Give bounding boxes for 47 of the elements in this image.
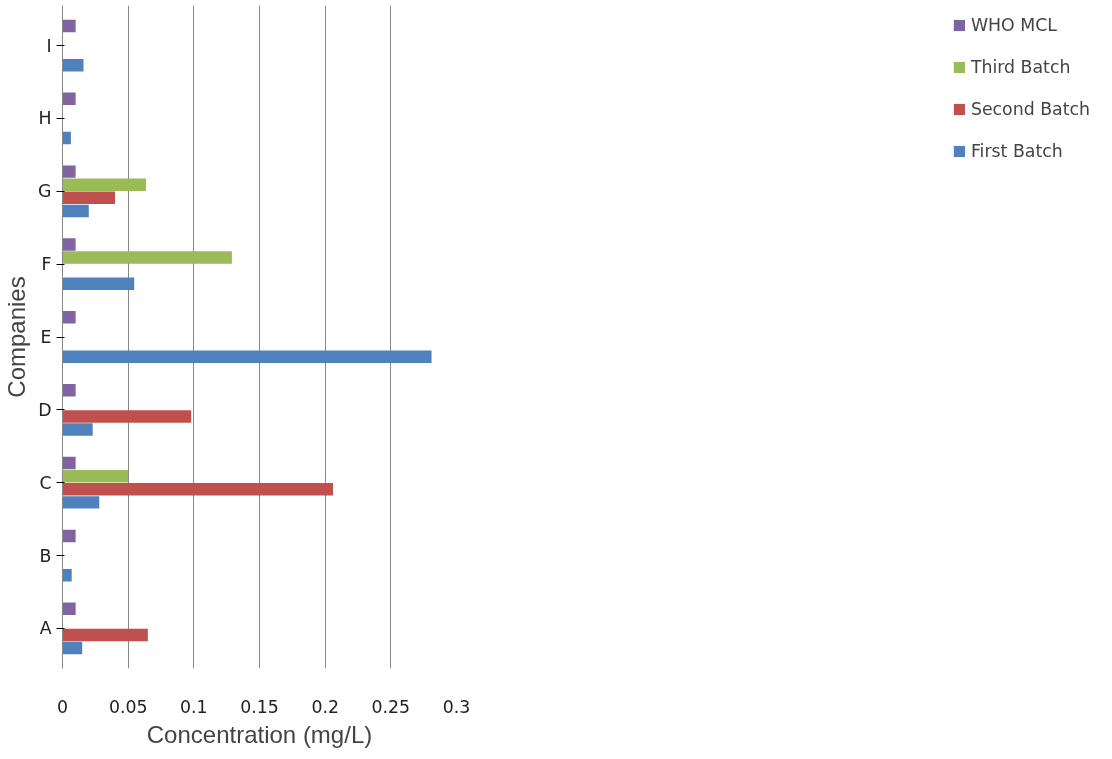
bar — [62, 251, 232, 264]
legend-label: Third Batch — [970, 57, 1071, 77]
bar — [62, 410, 192, 423]
y-tick-label: F — [41, 254, 52, 275]
legend-label: WHO MCL — [970, 15, 1057, 35]
x-tick-label: 0.1 — [180, 696, 208, 717]
bar — [62, 456, 76, 470]
y-tick-label: E — [40, 327, 52, 347]
x-tick-label: 0.25 — [371, 696, 411, 717]
bar — [62, 529, 76, 543]
x-tick-label: 0.15 — [240, 696, 279, 717]
y-tick-label: A — [39, 618, 52, 639]
bar — [62, 311, 76, 324]
y-tick-label: G — [38, 181, 52, 202]
bar — [62, 628, 148, 642]
bar — [62, 602, 76, 615]
x-tick-label: 0.05 — [108, 696, 148, 717]
bar — [62, 469, 129, 483]
y-tick-label: H — [38, 108, 52, 129]
legend-label: First Batch — [970, 141, 1063, 161]
bar — [62, 496, 100, 509]
y-tick-label: B — [39, 545, 52, 566]
bar — [62, 383, 76, 397]
legend-label: Second Batch — [970, 99, 1090, 119]
bar — [62, 423, 93, 436]
bar — [62, 131, 71, 145]
y-tick-label: D — [38, 399, 52, 420]
bar — [62, 191, 116, 205]
x-tick-label: 0.2 — [311, 696, 339, 717]
x-tick-label: 0.3 — [442, 696, 471, 717]
bar — [62, 641, 83, 655]
x-axis-title: Concentration (mg/L) — [146, 720, 373, 748]
x-tick-label: 0 — [56, 696, 69, 717]
bar — [62, 19, 76, 33]
bar — [62, 350, 432, 363]
y-tick-label: I — [46, 35, 52, 56]
bar — [62, 277, 135, 291]
bar — [62, 483, 334, 496]
bar — [62, 238, 76, 251]
bar — [62, 165, 76, 178]
y-axis-title: Companies — [3, 276, 31, 398]
bar — [62, 204, 89, 218]
y-tick-label: C — [39, 472, 52, 493]
bar — [62, 92, 76, 105]
bar — [62, 59, 84, 72]
bar — [62, 569, 72, 582]
bar — [62, 178, 147, 191]
